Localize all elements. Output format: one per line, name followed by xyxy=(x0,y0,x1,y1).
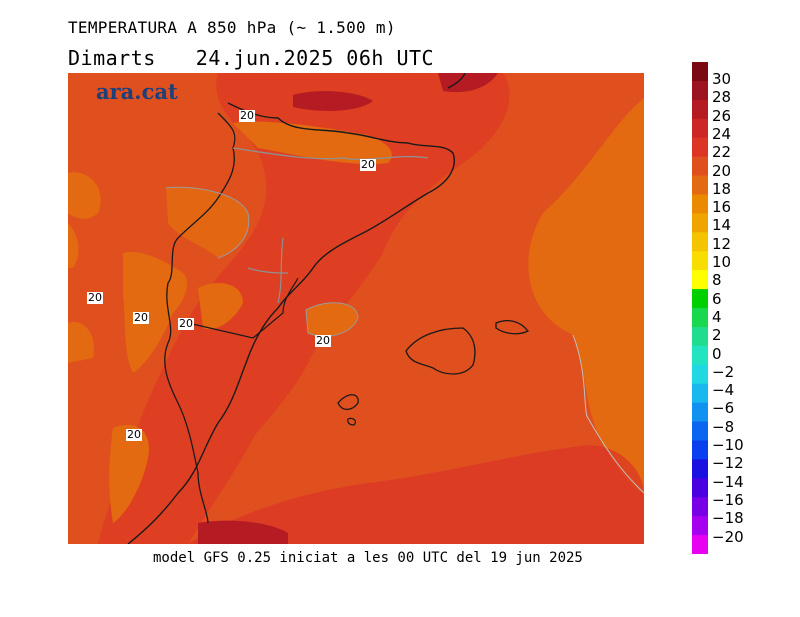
color-scale-label: −14 xyxy=(712,472,744,491)
color-scale-swatch xyxy=(692,137,708,158)
color-scale-label: 30 xyxy=(712,70,732,88)
color-scale-label: 10 xyxy=(712,253,732,271)
color-scale-swatch xyxy=(692,497,708,517)
contour-label: 20 xyxy=(178,317,194,330)
color-scale-label: 2 xyxy=(712,326,722,345)
color-scale-swatch xyxy=(692,308,708,328)
contour-label: 20 xyxy=(87,291,103,304)
color-scale-label: −4 xyxy=(712,381,735,400)
model-info-footer: model GFS 0.25 iniciat a les 00 UTC del … xyxy=(153,550,583,566)
color-scale-swatch xyxy=(692,440,708,460)
color-scale-swatch xyxy=(692,251,708,271)
color-scale-swatch xyxy=(692,62,708,82)
color-scale-label: 16 xyxy=(712,198,732,217)
color-scale-label: 20 xyxy=(712,161,732,180)
contour-label: 20 xyxy=(126,428,142,441)
temperature-color-scale xyxy=(692,62,708,554)
contour-label: 20 xyxy=(315,334,331,347)
color-scale-label: −6 xyxy=(712,399,735,418)
color-scale-label: 0 xyxy=(712,344,722,363)
contour-label: 20 xyxy=(360,158,376,171)
color-scale-label: 26 xyxy=(712,106,732,125)
color-scale-swatch xyxy=(692,232,708,252)
temperature-map xyxy=(68,73,644,544)
color-scale-label: 4 xyxy=(712,307,722,326)
color-scale-swatch xyxy=(692,345,708,366)
color-scale-label: 28 xyxy=(712,88,732,107)
color-scale-label: −16 xyxy=(712,490,744,509)
chart-title: TEMPERATURA A 850 hPa (~ 1.500 m) xyxy=(68,18,396,37)
color-scale-swatch xyxy=(692,516,708,536)
chart-datetime: Dimarts 24.jun.2025 06h UTC xyxy=(68,46,474,70)
color-scale-swatch xyxy=(692,326,708,347)
color-scale-label: −2 xyxy=(712,362,735,381)
color-scale-swatch xyxy=(692,99,708,120)
contour-label: 20 xyxy=(133,311,149,324)
color-scale-swatch xyxy=(692,213,708,233)
color-scale-label: −18 xyxy=(712,509,744,528)
color-scale-label: 18 xyxy=(712,179,732,198)
color-scale-swatch xyxy=(692,364,708,385)
color-scale-label: 14 xyxy=(712,216,732,235)
color-scale-label: −10 xyxy=(712,436,744,454)
ara-cat-logo: ara.cat xyxy=(96,79,178,104)
color-scale-swatch xyxy=(692,80,708,101)
color-scale-swatch xyxy=(692,535,708,554)
color-scale-label: 12 xyxy=(712,234,732,253)
color-scale-swatch xyxy=(692,383,708,404)
color-scale-swatch xyxy=(692,459,708,479)
color-scale-swatch xyxy=(692,421,708,441)
color-scale-swatch xyxy=(692,402,708,423)
color-scale-swatch xyxy=(692,156,708,177)
color-scale-label: −12 xyxy=(712,454,744,473)
color-scale-swatch xyxy=(692,270,708,290)
color-scale-swatch xyxy=(692,118,708,139)
color-scale-swatch xyxy=(692,194,708,214)
color-scale-label: 8 xyxy=(712,271,722,290)
color-scale-label: −8 xyxy=(712,417,735,436)
color-scale-swatch xyxy=(692,175,708,195)
color-scale-swatch xyxy=(692,478,708,498)
color-scale-label: 22 xyxy=(712,143,732,162)
color-scale-label: −20 xyxy=(712,527,744,546)
contour-label: 20 xyxy=(239,109,255,122)
color-scale-label: 24 xyxy=(712,124,732,143)
day-label: Dimarts xyxy=(68,46,156,70)
datetime-label: 24.jun.2025 06h UTC xyxy=(195,46,435,70)
color-scale-label: 6 xyxy=(712,289,722,308)
color-scale-swatch xyxy=(692,289,708,309)
